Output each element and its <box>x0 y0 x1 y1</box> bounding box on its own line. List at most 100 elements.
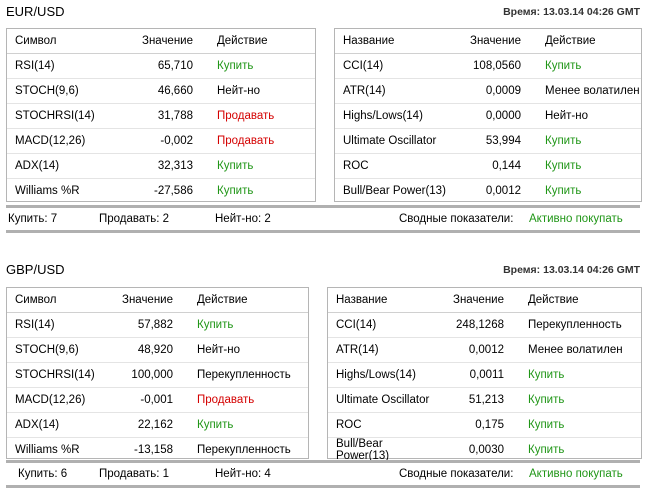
summary-sell-count: Продавать: 2 <box>99 213 170 225</box>
indicator-action: Менее волатилен <box>520 337 641 363</box>
indicator-value: 53,994 <box>447 128 537 154</box>
indicator-action: Менее волатилен <box>537 78 641 104</box>
table-row: MACD(12,26) -0,002 Продавать <box>7 128 315 154</box>
table-row: ADX(14) 32,313 Купить <box>7 153 315 179</box>
gbpusd-oscillators-table: Символ Значение Действие RSI(14) 57,882 Ку… <box>7 288 308 462</box>
table-row: CCI(14) 108,0560 Купить <box>335 53 641 79</box>
indicator-name: STOCH(9,6) <box>7 78 113 104</box>
table-row: STOCH(9,6) 48,920 Нейт-но <box>7 337 308 363</box>
table-row: Williams %R -13,158 Перекупленность <box>7 438 308 463</box>
indicator-action: Нейт-но <box>189 337 308 363</box>
indicator-action: Купить <box>520 362 641 388</box>
indicator-name: Williams %R <box>15 444 80 456</box>
gbpusd-oscillators-panel: Символ Значение Действие RSI(14) 57,882 Ку… <box>6 287 309 459</box>
indicator-value: 0,0012 <box>485 185 521 197</box>
table-row: ATR(14) 0,0012 Менее волатилен <box>328 337 641 363</box>
indicator-value: 31,788 <box>113 103 209 129</box>
summary-neutral-count: Нейт-но: 4 <box>215 468 271 480</box>
indicator-name: Ultimate Oscillator <box>328 387 438 413</box>
eurusd-summary-bar: Купить: 7 Продавать: 2 Нейт-но: 2 Сводны… <box>6 205 640 233</box>
indicator-value: 0,0011 <box>438 362 520 388</box>
indicator-action: Купить <box>189 412 308 438</box>
indicator-action: Купить <box>537 128 641 154</box>
summary-sell-count: Продавать: 1 <box>99 468 170 480</box>
indicator-name: STOCHRSI(14) <box>7 362 99 388</box>
table-row: Ultimate Oscillator 51,213 Купить <box>328 387 641 413</box>
indicator-name: ATR(14) <box>335 78 447 104</box>
indicator-name: Highs/Lows(14) <box>328 362 438 388</box>
indicator-action: Купить <box>189 312 308 338</box>
indicator-action: Продавать <box>209 103 315 129</box>
eurusd-title: EUR/USD <box>6 4 65 19</box>
indicator-name: CCI(14) <box>328 312 438 338</box>
table-header-row: Символ Значение Действие <box>7 29 315 54</box>
table-row: Bull/Bear Power(13) 0,0030 Купить <box>328 438 641 462</box>
table-row: ADX(14) 22,162 Купить <box>7 412 308 438</box>
column-header-name: Название <box>328 288 438 313</box>
indicator-value: 46,660 <box>113 78 209 104</box>
indicator-name: Ultimate Oscillator <box>335 128 447 154</box>
table-row: Bull/Bear Power(13) 0,0012 Купить <box>335 179 641 204</box>
indicator-action: Купить <box>537 53 641 79</box>
indicator-value: 57,882 <box>99 312 189 338</box>
table-row: ROC 0,175 Купить <box>328 412 641 438</box>
table-row: Ultimate Oscillator 53,994 Купить <box>335 128 641 154</box>
column-header-action: Действие <box>209 29 315 54</box>
eurusd-indicators-panel: Название Значение Действие CCI(14) 108,05… <box>334 28 642 202</box>
table-row: STOCHRSI(14) 100,000 Перекупленность <box>7 362 308 388</box>
column-header-value: Значение <box>438 288 520 313</box>
gbpusd-summary-bar: Купить: 6 Продавать: 1 Нейт-но: 4 Сводны… <box>6 460 640 488</box>
indicator-name: ATR(14) <box>328 337 438 363</box>
table-row: Highs/Lows(14) 0,0000 Нейт-но <box>335 103 641 129</box>
indicator-name: RSI(14) <box>7 53 113 79</box>
gbpusd-title: GBP/USD <box>6 262 65 277</box>
gbpusd-indicators-panel: Название Значение Действие CCI(14) 248,12… <box>327 287 642 462</box>
indicator-name: MACD(12,26) <box>7 387 99 413</box>
indicator-value: 108,0560 <box>447 53 537 79</box>
indicator-action: Продавать <box>189 387 308 413</box>
indicator-value: 32,313 <box>113 153 209 179</box>
summary-label: Сводные показатели: <box>399 468 514 480</box>
indicator-name: Bull/Bear Power(13) <box>336 438 390 462</box>
indicator-action: Купить <box>528 444 565 456</box>
indicator-value: 0,0009 <box>447 78 537 104</box>
column-header-value: Значение <box>113 29 209 54</box>
indicator-value: 0,0030 <box>468 444 504 456</box>
column-header-value: Значение <box>447 29 537 54</box>
table-row: STOCHRSI(14) 31,788 Продавать <box>7 103 315 129</box>
indicator-value: -0,002 <box>113 128 209 154</box>
table-row: STOCH(9,6) 46,660 Нейт-но <box>7 78 315 104</box>
table-row: Williams %R -27,586 Купить <box>7 179 315 204</box>
indicator-action: Купить <box>537 153 641 179</box>
indicator-name: Williams %R <box>15 185 80 197</box>
indicator-name: STOCH(9,6) <box>7 337 99 363</box>
indicator-value: 100,000 <box>99 362 189 388</box>
column-header-symbol: Символ <box>7 288 99 313</box>
indicator-name: ADX(14) <box>7 412 99 438</box>
table-row: RSI(14) 65,710 Купить <box>7 53 315 79</box>
summary-neutral-count: Нейт-но: 2 <box>215 213 271 225</box>
summary-buy-count: Купить: 7 <box>8 213 58 225</box>
summary-label: Сводные показатели: <box>399 213 514 225</box>
column-header-action: Действие <box>189 288 308 313</box>
indicator-name: Bull/Bear Power(13) <box>343 185 446 197</box>
indicator-value: 22,162 <box>99 412 189 438</box>
indicator-name: ROC <box>328 412 438 438</box>
indicator-action: Перекупленность <box>197 444 291 456</box>
indicator-action: Купить <box>209 153 315 179</box>
eurusd-oscillators-panel: Символ Значение Действие RSI(14) 65,710 Ку… <box>6 28 316 202</box>
indicator-name: STOCHRSI(14) <box>7 103 113 129</box>
indicator-name: ROC <box>335 153 447 179</box>
indicator-name: ADX(14) <box>7 153 113 179</box>
summary-value: Активно покупать <box>529 213 623 225</box>
indicator-name: Highs/Lows(14) <box>335 103 447 129</box>
column-header-name: Название <box>335 29 447 54</box>
column-header-action: Действие <box>537 29 641 54</box>
table-header-row: Символ Значение Действие <box>7 288 308 313</box>
indicator-action: Нейт-но <box>537 103 641 129</box>
indicator-action: Купить <box>520 412 641 438</box>
indicator-action: Нейт-но <box>209 78 315 104</box>
eurusd-oscillators-table: Символ Значение Действие RSI(14) 65,710 Ку… <box>7 29 315 203</box>
eurusd-time: Время: 13.03.14 04:26 GMT <box>503 6 640 18</box>
gbpusd-indicators-table: Название Значение Действие CCI(14) 248,12… <box>328 288 641 462</box>
